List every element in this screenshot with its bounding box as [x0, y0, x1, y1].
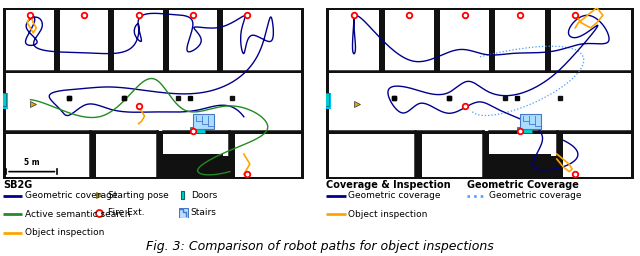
Bar: [495, 10, 545, 71]
Bar: [550, 10, 630, 71]
Text: 5 m: 5 m: [24, 158, 40, 167]
Bar: [6, 73, 301, 131]
Text: Geometric coverage: Geometric coverage: [489, 191, 582, 200]
Bar: [550, 154, 560, 177]
Bar: [163, 134, 223, 154]
Bar: [189, 127, 205, 133]
Text: Geometric Coverage: Geometric Coverage: [467, 180, 579, 190]
Text: Geometric coverage: Geometric coverage: [25, 191, 118, 200]
Text: Stairs: Stairs: [191, 208, 216, 218]
Bar: [440, 10, 489, 71]
Bar: [3, 93, 8, 109]
Bar: [489, 134, 557, 154]
Bar: [483, 156, 557, 177]
Bar: [422, 134, 483, 177]
Bar: [229, 134, 232, 177]
Bar: [169, 10, 217, 71]
Bar: [489, 134, 550, 154]
Text: Object inspection: Object inspection: [25, 228, 104, 237]
Bar: [2, 93, 6, 106]
Bar: [115, 10, 163, 71]
Bar: [330, 10, 379, 71]
Bar: [325, 93, 330, 106]
Bar: [517, 127, 532, 133]
Bar: [385, 10, 434, 71]
Bar: [326, 93, 331, 109]
Bar: [223, 10, 301, 71]
Text: Fire Ext.: Fire Ext.: [108, 208, 144, 218]
Text: Geometric coverage: Geometric coverage: [348, 191, 441, 200]
Text: Starting pose: Starting pose: [108, 190, 168, 200]
Text: SB2G: SB2G: [3, 180, 33, 190]
Bar: [557, 134, 560, 177]
Bar: [6, 134, 90, 177]
Bar: [157, 156, 229, 177]
Bar: [97, 134, 157, 177]
Text: Coverage & Inspection: Coverage & Inspection: [326, 180, 451, 190]
Bar: [223, 154, 232, 177]
Bar: [163, 134, 229, 154]
Text: Active semantic search: Active semantic search: [25, 210, 131, 219]
Bar: [330, 73, 630, 131]
Bar: [563, 134, 630, 177]
Text: Object inspection: Object inspection: [348, 210, 428, 219]
Text: Fig. 3: Comparison of robot paths for object inspections: Fig. 3: Comparison of robot paths for ob…: [146, 240, 494, 253]
Bar: [6, 10, 54, 71]
Bar: [520, 114, 541, 129]
Bar: [330, 134, 415, 177]
Bar: [235, 134, 301, 177]
Bar: [180, 191, 184, 199]
Bar: [193, 114, 214, 129]
Bar: [60, 10, 109, 71]
Text: Doors: Doors: [191, 190, 217, 200]
